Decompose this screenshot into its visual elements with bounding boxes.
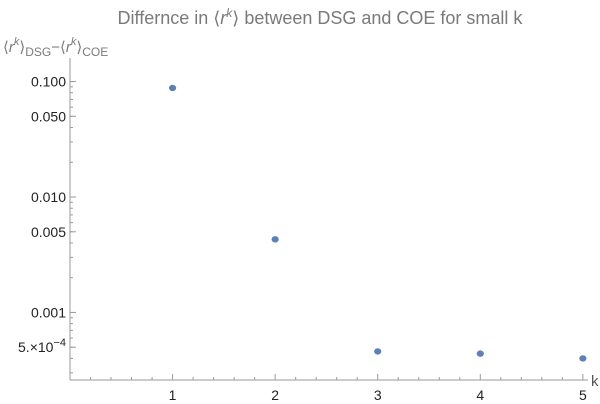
- title-exp: k: [226, 6, 233, 20]
- ticks-layer: 1 2 3 4 5 0.100 0.050 0.010 0.005 0.001 5.×10−4: [18, 74, 587, 403]
- ylabel-exp1: k: [14, 36, 20, 48]
- ylabel-open1: ⟨: [3, 39, 9, 56]
- y-tick-label: 0.100: [31, 74, 66, 90]
- data-points: [168, 84, 587, 362]
- y-tick-label: 0.005: [31, 224, 66, 240]
- ylabel-close1: ⟩: [19, 39, 25, 56]
- ylabel-minus: −⟨: [51, 39, 66, 56]
- data-point: [168, 84, 177, 92]
- data-point: [374, 348, 382, 355]
- y-tick-label: 0.010: [31, 189, 66, 205]
- x-tick-label: 1: [169, 387, 177, 403]
- chart-title: Differnce in ⟨rk⟩ between DSG and COE fo…: [118, 6, 524, 28]
- y-tick-label: 0.050: [31, 108, 66, 124]
- x-tick-label: 4: [476, 387, 484, 403]
- x-axis-label: k: [591, 373, 599, 390]
- y-tick-label: 5.×10−4: [18, 337, 66, 355]
- y-tick-label: 0.001: [31, 304, 66, 320]
- x-tick-label: 5: [579, 387, 587, 403]
- title-var: r: [220, 8, 227, 28]
- ylabel-var1: r: [9, 39, 15, 56]
- ylabel-exp2: k: [71, 36, 77, 48]
- y-axis-label: ⟨rk⟩DSG−⟨rk⟩COE: [3, 36, 108, 59]
- ylabel-close2: ⟩: [76, 39, 82, 56]
- data-point: [579, 355, 587, 362]
- ylabel-var2: r: [66, 39, 72, 56]
- x-tick-label: 2: [271, 387, 279, 403]
- data-point: [271, 236, 279, 243]
- ylabel-sub1: DSG: [25, 45, 51, 59]
- title-pre: Differnce in ⟨: [118, 8, 221, 28]
- title-post: ⟩ between DSG and COE for small k: [232, 8, 523, 28]
- ylabel-sub2: COE: [82, 45, 108, 59]
- x-tick-label: 3: [374, 387, 382, 403]
- data-point: [476, 350, 484, 357]
